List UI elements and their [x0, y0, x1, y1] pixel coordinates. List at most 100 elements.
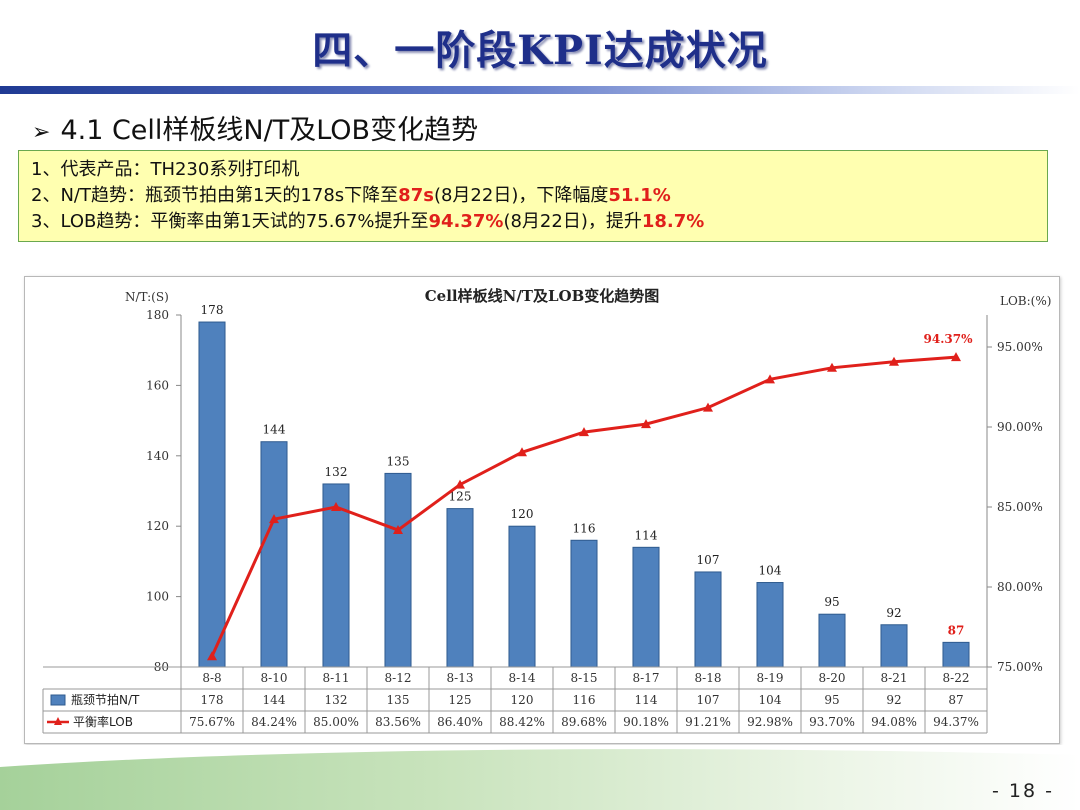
section-heading: ➢ 4.1 Cell样板线N/T及LOB变化趋势 [32, 108, 478, 147]
bar-nt [694, 571, 722, 668]
summary-line-3-highlight-lob: 94.37% [428, 211, 504, 232]
legend-key-bar [50, 694, 66, 706]
line-point-lob [765, 374, 775, 384]
table-cell-lob: 90.18% [623, 715, 669, 729]
table-cell-lob: 94.08% [871, 715, 917, 729]
line-point-lob [703, 402, 713, 412]
table-cell-nt: 178 [201, 693, 224, 707]
x-tick-label: 8-13 [447, 671, 474, 685]
slide-title: 四、一阶段KPI达成状况 [312, 27, 768, 74]
right-tick-label: 90.00% [997, 420, 1043, 434]
bar-nt [508, 525, 536, 668]
line-point-lob [517, 447, 527, 457]
bar-nt [818, 613, 846, 668]
summary-line-2-highlight-nt: 87s [398, 185, 434, 206]
legend-key-marker [54, 717, 62, 725]
bar-nt [384, 472, 412, 668]
table-cell-lob: 75.67% [189, 715, 235, 729]
table-cell-lob: 88.42% [499, 715, 545, 729]
legend-label-nt: 瓶颈节拍N/T [71, 692, 140, 707]
table-cell-lob: 92.98% [747, 715, 793, 729]
table-cell-nt: 132 [325, 693, 348, 707]
table-cell-nt: 120 [511, 693, 534, 707]
right-axis-unit: LOB:(%) [1000, 294, 1051, 308]
table-cell-nt: 135 [387, 693, 410, 707]
line-point-lob [827, 362, 837, 372]
x-tick-label: 8-21 [881, 671, 908, 685]
bar-data-label: 132 [325, 465, 348, 479]
line-point-lob [889, 356, 899, 366]
table-cell-lob: 91.21% [685, 715, 731, 729]
table-cell-nt: 92 [886, 693, 901, 707]
x-tick-label: 8-20 [819, 671, 846, 685]
table-cell-nt: 104 [759, 693, 782, 707]
table-cell-nt: 107 [697, 693, 720, 707]
left-tick-label: 160 [146, 378, 169, 392]
chart-title: Cell样板线N/T及LOB变化趋势图 [425, 287, 660, 305]
summary-line-2-text-a: 2、N/T趋势：瓶颈节拍由第1天的178s下降至 [31, 185, 399, 206]
summary-line-2: 2、N/T趋势：瓶颈节拍由第1天的178s下降至87s(8月22日)，下降幅度5… [31, 183, 1035, 209]
table-cell-nt: 116 [573, 693, 596, 707]
bar-data-label: 107 [697, 553, 720, 567]
right-tick-label: 95.00% [997, 340, 1043, 354]
bar-nt [260, 441, 288, 668]
line-point-lob [269, 514, 279, 524]
summary-line-3-highlight-pct: 18.7% [641, 211, 705, 232]
bar-nt [942, 641, 970, 668]
line-point-lob [207, 651, 217, 661]
summary-line-3: 3、LOB趋势：平衡率由第1天试的75.67%提升至94.37%(8月22日)，… [31, 209, 1035, 235]
x-tick-label: 8-15 [571, 671, 598, 685]
section-title: 4.1 Cell样板线N/T及LOB变化趋势 [60, 115, 479, 146]
bar-nt [880, 624, 908, 668]
footer-decoration [0, 745, 1080, 767]
bar-data-label: 120 [511, 507, 534, 521]
x-tick-label: 8-8 [202, 671, 221, 685]
bar-data-label: 144 [263, 423, 286, 437]
page-number: - 18 - [992, 780, 1054, 802]
table-cell-nt: 114 [635, 693, 658, 707]
summary-line-2-text-c: (8月22日)，下降幅度 [433, 185, 609, 206]
bar-nt [322, 483, 350, 668]
legend-label-lob: 平衡率LOB [73, 714, 133, 729]
table-cell-lob: 89.68% [561, 715, 607, 729]
bar-data-label: 178 [201, 303, 224, 317]
bar-data-label: 87 [948, 623, 965, 637]
line-point-lob [393, 525, 403, 535]
right-tick-label: 85.00% [997, 500, 1043, 514]
table-cell-nt: 95 [824, 693, 839, 707]
line-last-label: 94.37% [924, 332, 974, 346]
summary-line-3-text-c: (8月22日)，提升 [503, 211, 642, 232]
right-tick-label: 75.00% [997, 660, 1043, 674]
table-cell-nt: 87 [948, 693, 963, 707]
arrow-bullet-icon: ➢ [32, 120, 51, 145]
bar-nt [632, 546, 660, 668]
x-tick-label: 8-18 [695, 671, 722, 685]
left-tick-label: 120 [146, 519, 169, 533]
left-tick-label: 100 [146, 590, 169, 604]
summary-line-1: 1、代表产品：TH230系列打印机 [31, 157, 1035, 183]
line-point-lob [579, 427, 589, 437]
table-cell-lob: 86.40% [437, 715, 483, 729]
left-tick-label: 180 [146, 308, 169, 322]
line-point-lob [951, 352, 961, 362]
summary-line-3-text-a: 3、LOB趋势：平衡率由第1天试的75.67%提升至 [31, 211, 429, 232]
line-point-lob [331, 502, 341, 511]
summary-box: 1、代表产品：TH230系列打印机 2、N/T趋势：瓶颈节拍由第1天的178s下… [18, 150, 1048, 242]
x-tick-label: 8-11 [323, 671, 350, 685]
bar-data-label: 95 [824, 595, 839, 609]
table-cell-nt: 144 [263, 693, 286, 707]
bar-data-label: 114 [635, 528, 658, 542]
table-cell-lob: 93.70% [809, 715, 855, 729]
table-cell-lob: 84.24% [251, 715, 297, 729]
x-tick-label: 8-14 [509, 671, 536, 685]
chart-frame: Cell样板线N/T及LOB变化趋势图 N/T:(S) LOB:(%) 80 100 12… [24, 276, 1060, 744]
left-tick-label: 140 [146, 449, 169, 463]
line-point-lob [641, 419, 651, 429]
x-tick-label: 8-22 [943, 671, 970, 685]
summary-line-1-text: 1、代表产品：TH230系列打印机 [31, 159, 300, 180]
table-cell-lob: 85.00% [313, 715, 359, 729]
table-cell-nt: 125 [449, 693, 472, 707]
left-axis-unit: N/T:(S) [125, 290, 169, 304]
bar-nt [446, 508, 474, 668]
